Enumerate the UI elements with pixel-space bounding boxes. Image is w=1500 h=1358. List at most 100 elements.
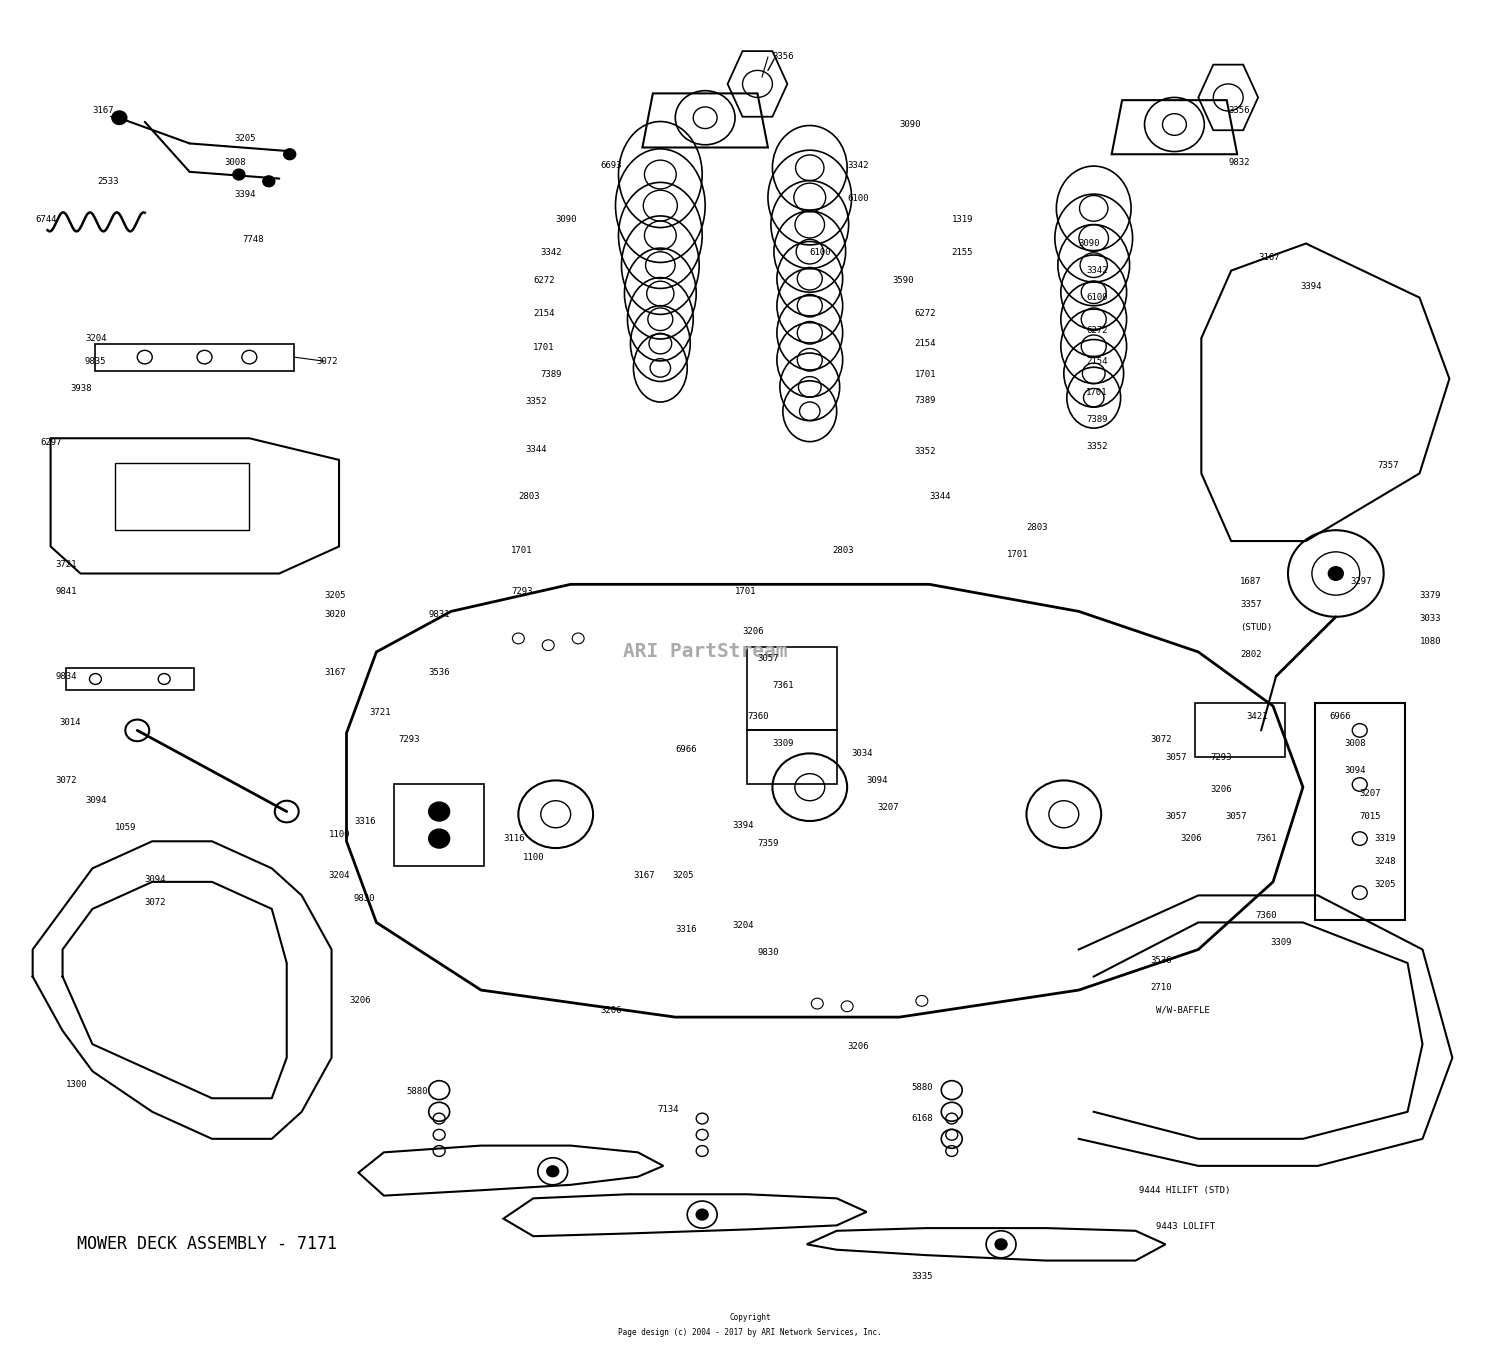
Text: 2710: 2710	[1150, 983, 1172, 991]
Text: 3094: 3094	[86, 796, 106, 805]
Text: 3344: 3344	[526, 444, 548, 454]
Text: 6693: 6693	[600, 160, 622, 170]
Text: 3206: 3206	[1210, 785, 1231, 794]
Text: 6966: 6966	[675, 744, 698, 754]
Text: 7293: 7293	[512, 587, 532, 596]
Text: 1080: 1080	[1419, 637, 1442, 645]
Text: 3033: 3033	[1419, 614, 1442, 622]
Text: 3938: 3938	[70, 384, 92, 392]
Text: 3342: 3342	[847, 160, 868, 170]
Text: 1100: 1100	[524, 853, 544, 862]
Text: 1300: 1300	[66, 1080, 87, 1089]
Text: 6168: 6168	[912, 1114, 933, 1123]
Text: 3094: 3094	[867, 775, 888, 785]
Text: 9834: 9834	[56, 672, 76, 680]
Text: 3309: 3309	[1270, 938, 1292, 948]
Text: 7360: 7360	[747, 713, 768, 721]
Text: 2803: 2803	[1026, 523, 1048, 532]
Text: 3379: 3379	[1419, 591, 1442, 600]
Text: 3072: 3072	[1150, 736, 1172, 744]
Text: 3309: 3309	[772, 739, 794, 748]
Text: 6100: 6100	[810, 249, 831, 258]
Text: 1059: 1059	[116, 823, 136, 832]
Text: 7293: 7293	[1210, 752, 1231, 762]
Text: 3090: 3090	[1078, 239, 1101, 249]
Text: 7389: 7389	[1086, 414, 1107, 424]
Circle shape	[548, 1167, 558, 1176]
Text: 5880: 5880	[406, 1086, 427, 1096]
Text: 3167: 3167	[93, 106, 114, 115]
Text: 3421: 3421	[1246, 713, 1268, 721]
Text: 3205: 3205	[324, 591, 345, 600]
Text: 3342: 3342	[1086, 266, 1107, 276]
Text: 3057: 3057	[1166, 812, 1186, 822]
Text: 6744: 6744	[36, 215, 57, 224]
Text: 3094: 3094	[144, 875, 166, 884]
Text: 3034: 3034	[852, 748, 873, 758]
Text: 6297: 6297	[40, 437, 62, 447]
Text: 3206: 3206	[350, 997, 370, 1005]
Text: 6272: 6272	[915, 310, 936, 318]
Text: 2802: 2802	[1240, 650, 1262, 659]
Text: 3206: 3206	[742, 627, 764, 636]
Text: W/W-BAFFLE: W/W-BAFFLE	[1156, 1006, 1210, 1014]
Text: 3344: 3344	[930, 492, 951, 501]
Text: 7359: 7359	[758, 839, 778, 849]
Text: 7134: 7134	[657, 1104, 680, 1114]
Text: 3094: 3094	[1346, 766, 1366, 775]
Text: 3342: 3342	[542, 249, 562, 258]
Text: 3248: 3248	[1374, 857, 1396, 866]
Text: 2154: 2154	[915, 340, 936, 348]
Text: 2803: 2803	[833, 546, 854, 555]
Text: 7389: 7389	[915, 397, 936, 405]
Text: 3536: 3536	[429, 668, 450, 676]
Text: 6966: 6966	[1330, 713, 1352, 721]
Text: 3057: 3057	[1226, 812, 1246, 822]
Text: 3316: 3316	[354, 816, 375, 826]
Circle shape	[232, 170, 244, 181]
Circle shape	[429, 803, 450, 822]
Text: ARI PartStream: ARI PartStream	[622, 642, 788, 661]
Text: 5880: 5880	[912, 1082, 933, 1092]
Text: 3057: 3057	[758, 655, 778, 663]
Text: 3394: 3394	[732, 820, 753, 830]
Text: 6272: 6272	[1086, 326, 1107, 334]
Text: 3167: 3167	[633, 870, 656, 880]
Text: 3116: 3116	[504, 834, 525, 843]
Text: MOWER DECK ASSEMBLY - 7171: MOWER DECK ASSEMBLY - 7171	[78, 1236, 338, 1253]
Text: 3721: 3721	[369, 709, 390, 717]
Circle shape	[262, 177, 274, 186]
Circle shape	[1329, 566, 1344, 580]
Text: 3072: 3072	[316, 357, 338, 365]
Circle shape	[112, 111, 128, 125]
Text: 3335: 3335	[912, 1272, 933, 1282]
Text: 3167: 3167	[324, 668, 345, 676]
Text: 2154: 2154	[534, 310, 555, 318]
Text: 3057: 3057	[1166, 752, 1186, 762]
Text: 3590: 3590	[892, 276, 914, 285]
Text: 9444 HILIFT (STD): 9444 HILIFT (STD)	[1138, 1186, 1230, 1195]
Text: 3206: 3206	[1180, 834, 1202, 843]
Text: 2154: 2154	[1086, 357, 1107, 365]
Text: 3352: 3352	[915, 447, 936, 456]
Text: 3356: 3356	[1228, 106, 1250, 115]
Text: 3536: 3536	[1150, 956, 1172, 964]
Text: 3207: 3207	[878, 803, 898, 812]
Text: 1701: 1701	[1007, 550, 1029, 559]
Text: 3316: 3316	[675, 925, 698, 934]
Text: 1100: 1100	[328, 830, 350, 839]
Text: 3204: 3204	[732, 921, 753, 930]
Text: 3721: 3721	[56, 559, 76, 569]
Text: 3352: 3352	[1086, 441, 1107, 451]
Text: 9830: 9830	[758, 948, 778, 956]
Text: 3356: 3356	[772, 53, 794, 61]
Text: 7389: 7389	[542, 371, 562, 379]
Text: 2533: 2533	[98, 177, 118, 186]
Text: 7361: 7361	[772, 682, 794, 690]
Text: 3090: 3090	[555, 215, 578, 224]
Text: 3207: 3207	[1359, 789, 1382, 799]
Text: 7293: 7293	[399, 736, 420, 744]
Text: 3020: 3020	[324, 610, 345, 619]
Text: 7357: 7357	[1377, 460, 1400, 470]
Text: 3014: 3014	[60, 718, 81, 727]
